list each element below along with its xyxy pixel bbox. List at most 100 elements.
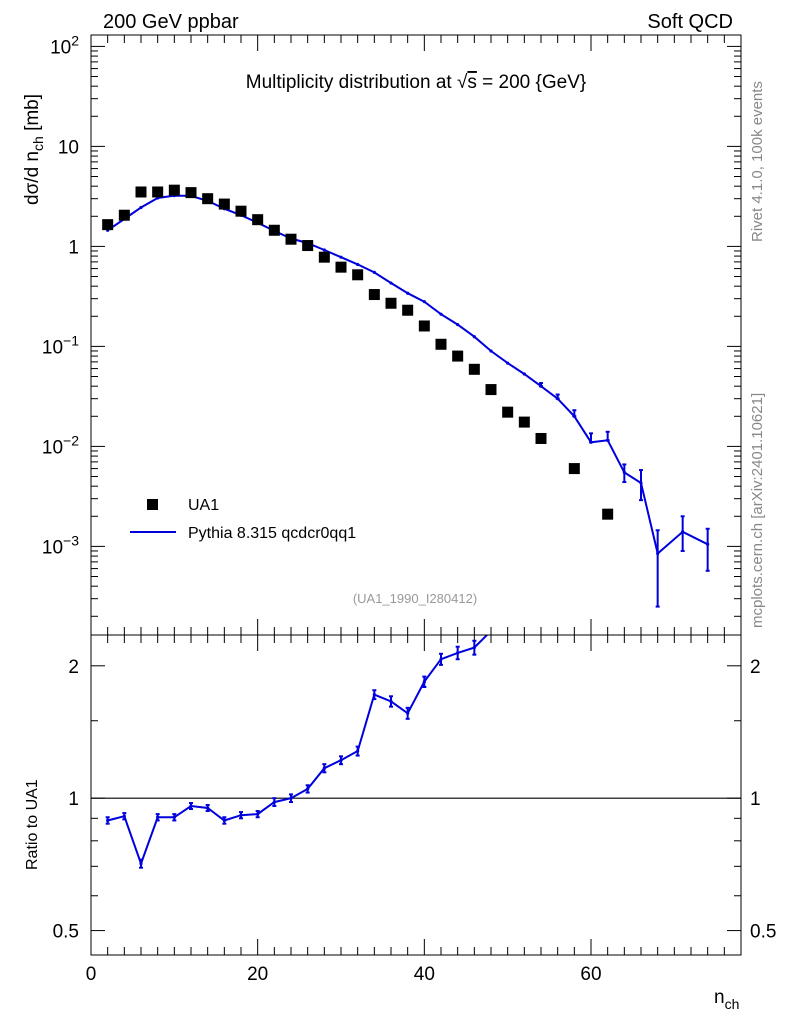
mc-point: [322, 248, 326, 252]
reference-label: (UA1_1990_I280412): [353, 591, 477, 606]
ratio-point: [289, 796, 293, 800]
chart-title: Multiplicity distribution at √s = 200 {G…: [246, 72, 586, 93]
data-point: [152, 186, 164, 198]
data-point: [518, 416, 530, 428]
ratio-y-tick-label: 2: [68, 657, 79, 678]
data-point: [402, 304, 414, 316]
data-point: [435, 338, 447, 350]
ratio-point: [239, 813, 243, 817]
x-tick-label: 60: [580, 964, 601, 985]
ratio-panel: 0 20 40 60 2 2 1 1 0.5 0.5: [53, 635, 776, 985]
ratio-point: [406, 711, 410, 715]
ratio-y-tick-label: 1: [68, 789, 79, 810]
x-tick-label: 0: [86, 964, 97, 985]
mc-point: [472, 335, 476, 339]
mc-point: [372, 270, 376, 274]
data-point: [352, 269, 364, 281]
ratio-point: [456, 651, 460, 655]
data-point: [568, 463, 580, 475]
mcplots-source-label: mcplots.cern.ch [arXiv:2401.10621]: [749, 393, 766, 628]
ratio-y-tick-label-right: 2: [750, 657, 761, 678]
mc-point: [556, 397, 560, 401]
mc-point: [439, 312, 443, 316]
y-tick-label: 10−1: [42, 332, 79, 358]
mc-point: [456, 323, 460, 327]
ratio-point: [122, 814, 126, 818]
ratio-y-tick-label: 0.5: [53, 922, 79, 943]
ratio-point: [189, 804, 193, 808]
mc-point: [506, 361, 510, 365]
legend: UA1 Pythia 8.315 qcdcr0qq1: [130, 497, 356, 542]
ratio-point: [322, 766, 326, 770]
mc-point: [522, 372, 526, 376]
main-frame: [90, 34, 742, 636]
ratio-data-layer: [105, 635, 489, 869]
y-axis-label: dσ/d nch [mb]: [22, 94, 46, 205]
mc-point: [139, 205, 143, 210]
y-tick-label: 102: [50, 32, 79, 58]
mc-point: [589, 440, 593, 444]
mc-point: [389, 281, 393, 285]
ratio-series-line: [107, 635, 489, 867]
ratio-point: [339, 758, 343, 762]
ratio-point: [439, 657, 443, 661]
ratio-point: [372, 693, 376, 697]
data-point: [268, 224, 280, 236]
mc-point: [706, 542, 710, 546]
ratio-y-tick-label-right: 0.5: [750, 922, 776, 943]
mc-point: [422, 300, 426, 304]
data-point: [335, 261, 347, 273]
data-point: [452, 350, 464, 362]
data-point: [118, 209, 130, 221]
ratio-point: [206, 806, 210, 810]
legend-marker-ua1: [147, 499, 158, 510]
mc-point: [639, 481, 643, 485]
ratio-point: [172, 815, 176, 819]
data-point: [485, 384, 497, 396]
mc-point: [606, 438, 610, 442]
header-left-label: 200 GeV ppbar: [103, 11, 239, 33]
rivet-version-label: Rivet 4.1.0, 100k events: [749, 81, 766, 242]
legend-label-pythia: Pythia 8.315 qcdcr0qq1: [188, 525, 356, 542]
legend-label-ua1: UA1: [188, 497, 219, 514]
data-point: [318, 251, 330, 263]
header-right-label: Soft QCD: [647, 11, 733, 33]
ratio-y-tick-label-right: 1: [750, 789, 761, 810]
x-tick-label: 20: [247, 964, 268, 985]
ratio-point: [139, 862, 143, 866]
data-point: [235, 205, 247, 217]
ratio-point: [222, 818, 226, 823]
data-point: [285, 233, 297, 245]
data-point: [135, 186, 147, 198]
data-point: [185, 187, 197, 199]
mc-point: [406, 291, 410, 295]
data-point: [302, 240, 314, 252]
data-point: [252, 214, 264, 226]
ratio-point: [156, 815, 160, 819]
data-point: [602, 508, 614, 520]
mc-point: [356, 262, 360, 267]
mc-point: [656, 551, 660, 556]
ratio-point: [389, 699, 393, 703]
mc-point: [622, 470, 626, 474]
data-point: [102, 219, 114, 231]
data-point: [385, 297, 397, 309]
ratio-point: [472, 645, 476, 650]
mc-point: [339, 255, 343, 259]
mc-point: [572, 414, 576, 418]
x-axis-label: nch: [714, 987, 739, 1012]
y-tick-label: 10−2: [42, 432, 79, 458]
ratio-series-group: [105, 635, 489, 869]
data-point: [468, 363, 480, 375]
ratio-point: [306, 787, 310, 791]
data-point: [202, 193, 214, 205]
ratio-point: [356, 749, 360, 753]
data-point: [535, 432, 547, 444]
mc-point: [489, 349, 493, 353]
data-point: [368, 289, 380, 301]
y-tick-label: 10: [58, 137, 79, 158]
mc-point: [539, 384, 543, 388]
ratio-frame: [90, 634, 742, 956]
ratio-point: [272, 800, 276, 804]
